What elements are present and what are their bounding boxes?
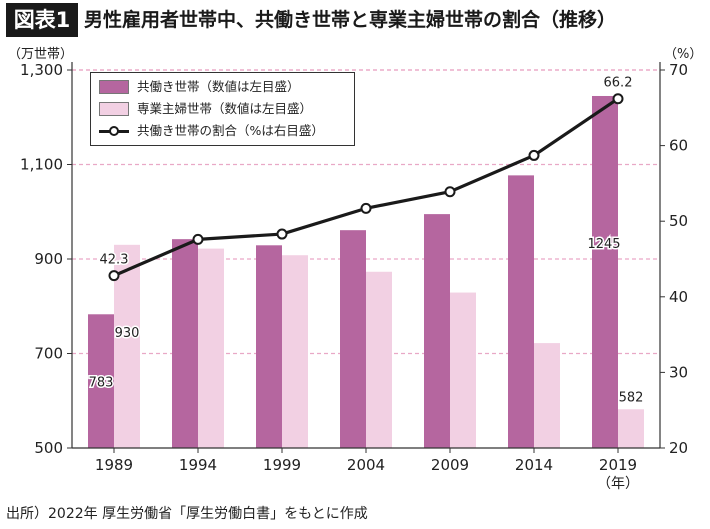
- bar-housewife-2014: [534, 343, 560, 448]
- chart-legend: 共働き世帯（数値は左目盛） 専業主婦世帯（数値は左目盛） 共働き世帯の割合（%は…: [90, 72, 355, 146]
- right-tick-label-60: 60: [669, 137, 688, 155]
- bar-dual-income-1999: [256, 245, 282, 448]
- bar-dual-income-2014: [508, 175, 534, 448]
- left-tick-label-700: 700: [34, 345, 63, 363]
- legend-label-housewife: 専業主婦世帯（数値は左目盛）: [137, 101, 313, 116]
- bar-dual-income-1989: [88, 314, 114, 448]
- right-axis-unit: （%）: [664, 47, 702, 62]
- source-note: 出所）2022年 厚生労働省「厚生労働白書」をもとに作成: [6, 506, 368, 522]
- point-ratio-1999: [276, 228, 288, 240]
- bar-dual-income-1994: [172, 239, 198, 448]
- bar-housewife-1994: [198, 248, 224, 448]
- right-tick-label-30: 30: [669, 363, 688, 381]
- point-ratio-1994: [192, 233, 204, 245]
- left-axis-unit: （万世帯）: [8, 47, 73, 62]
- left-tick-label-500: 500: [34, 439, 63, 457]
- left-tick-label-1,100: 1,100: [20, 156, 63, 174]
- x-tick-label-2019: 2019: [599, 456, 637, 474]
- left-tick-label-900: 900: [34, 250, 63, 268]
- legend-item-dual-income: 共働き世帯（数値は左目盛）: [99, 77, 351, 97]
- data-label-housewife-1989: 930: [115, 326, 140, 341]
- bar-housewife-2004: [366, 271, 392, 448]
- data-label-ratio-2019: 66.2: [604, 76, 633, 91]
- legend-marker-ratio: [109, 126, 119, 136]
- right-tick-label-70: 70: [669, 61, 688, 79]
- x-tick-label-1999: 1999: [263, 456, 301, 474]
- right-tick-label-40: 40: [669, 288, 688, 306]
- x-tick-label-2014: 2014: [515, 456, 553, 474]
- chart-title: 男性雇用者世帯中、共働き世帯と専業主婦世帯の割合（推移）: [84, 9, 617, 31]
- bar-dual-income-2019: [592, 95, 618, 449]
- x-tick-label-1994: 1994: [179, 456, 217, 474]
- right-tick-label-20: 20: [669, 439, 688, 457]
- x-tick-label-1989: 1989: [95, 456, 133, 474]
- point-ratio-2019: [612, 93, 624, 105]
- right-tick-label-50: 50: [669, 212, 688, 230]
- legend-label-dual-income: 共働き世帯（数値は左目盛）: [137, 79, 300, 94]
- point-ratio-2014: [528, 149, 540, 161]
- legend-swatch-housewife: [99, 102, 129, 116]
- bar-housewife-2019: [618, 409, 644, 448]
- legend-item-housewife: 専業主婦世帯（数値は左目盛）: [99, 99, 351, 119]
- point-ratio-2009: [444, 186, 456, 198]
- bar-housewife-2009: [450, 292, 476, 448]
- data-label-ratio-1989: 42.3: [100, 253, 129, 268]
- x-tick-label-2004: 2004: [347, 456, 385, 474]
- left-tick-label-1,300: 1,300: [20, 61, 63, 79]
- legend-item-ratio: 共働き世帯の割合（%は右目盛）: [99, 121, 351, 141]
- figure-label: 図表1: [6, 3, 78, 37]
- x-tick-label-2009: 2009: [431, 456, 469, 474]
- bar-housewife-1999: [282, 255, 308, 448]
- data-label-housewife-2019: 582: [619, 390, 644, 405]
- point-ratio-1989: [108, 270, 120, 282]
- data-label-dual-income-2019: 1245: [587, 237, 620, 252]
- legend-swatch-dual-income: [99, 80, 129, 94]
- legend-label-ratio: 共働き世帯の割合（%は右目盛）: [137, 123, 324, 138]
- data-label-dual-income-1989: 783: [89, 375, 114, 390]
- point-ratio-2004: [360, 202, 372, 214]
- bar-dual-income-2009: [424, 214, 450, 448]
- bar-dual-income-2004: [340, 230, 366, 448]
- x-axis-unit: （年）: [597, 476, 639, 492]
- figure-header: 図表1 男性雇用者世帯中、共働き世帯と専業主婦世帯の割合（推移）: [0, 0, 710, 40]
